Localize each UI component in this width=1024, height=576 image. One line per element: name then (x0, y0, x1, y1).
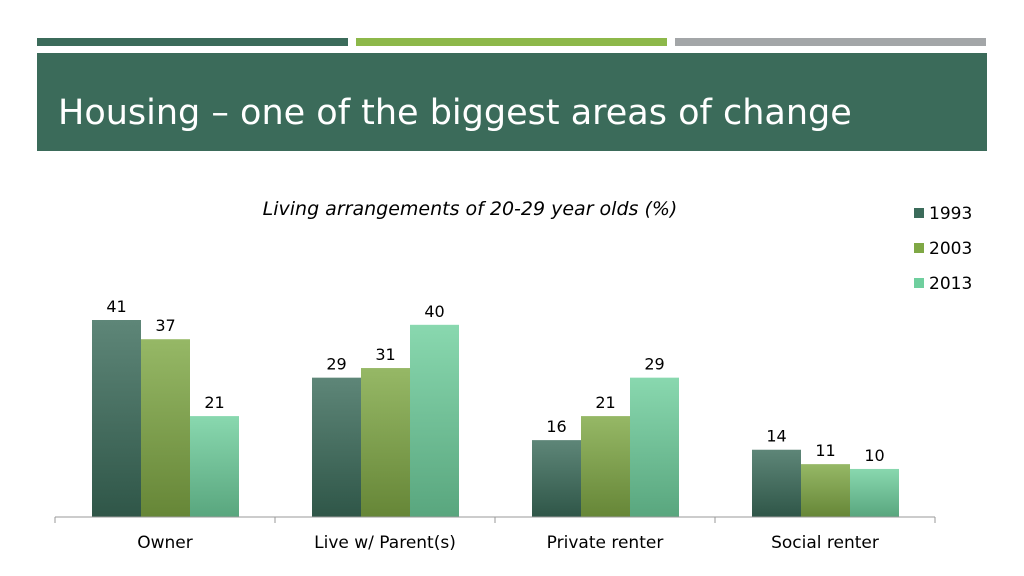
data-label-2003-0: 37 (155, 316, 175, 335)
bar-1993-1 (312, 377, 361, 517)
data-label-1993-0: 41 (106, 297, 126, 316)
bar-1993-3 (752, 449, 801, 517)
category-label-0: Owner (137, 533, 193, 553)
legend-label-1993: 1993 (929, 204, 972, 224)
data-label-2013-1: 40 (424, 302, 444, 321)
data-label-1993-3: 14 (766, 427, 786, 446)
slide-title: Housing – one of the biggest areas of ch… (58, 93, 852, 133)
accent-stripe-dark (37, 38, 348, 46)
category-label-1: Live w/ Parent(s) (314, 533, 456, 553)
bar-2003-1 (361, 368, 410, 517)
legend-label-2013: 2013 (929, 274, 972, 294)
bar-2003-2 (581, 416, 630, 517)
legend-swatch-2013 (914, 278, 924, 288)
bar-2013-1 (410, 324, 459, 517)
bar-1993-2 (532, 440, 581, 517)
data-label-2003-2: 21 (595, 393, 615, 412)
category-label-3: Social renter (771, 533, 879, 553)
data-label-2003-1: 31 (375, 345, 395, 364)
data-label-2013-2: 29 (644, 355, 664, 374)
chart-title: Living arrangements of 20-29 year olds (… (263, 198, 678, 220)
accent-stripe-gray (675, 38, 986, 46)
data-label-2013-0: 21 (204, 393, 224, 412)
bar-1993-0 (92, 320, 141, 517)
data-label-1993-2: 16 (546, 417, 566, 436)
accent-stripe-green (356, 38, 667, 46)
legend-swatch-1993 (914, 208, 924, 218)
bar-2003-0 (141, 339, 190, 517)
title-bar: Housing – one of the biggest areas of ch… (37, 53, 987, 151)
bar-2013-0 (190, 416, 239, 517)
bar-2013-3 (850, 468, 899, 517)
category-label-2: Private renter (547, 533, 664, 553)
data-label-2013-3: 10 (864, 446, 884, 465)
legend-label-2003: 2003 (929, 239, 972, 259)
bar-2013-2 (630, 377, 679, 517)
bar-2003-3 (801, 464, 850, 517)
data-label-2003-3: 11 (815, 441, 835, 460)
data-label-1993-1: 29 (326, 355, 346, 374)
legend-swatch-2003 (914, 243, 924, 253)
